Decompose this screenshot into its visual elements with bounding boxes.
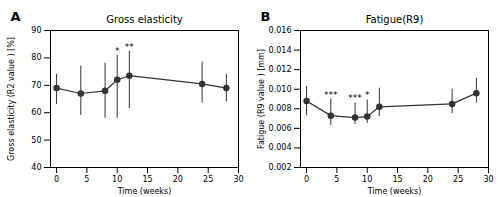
svg-text:25: 25 [203,175,213,184]
svg-text:Time (weeks): Time (weeks) [367,187,422,196]
svg-text:20: 20 [173,175,183,184]
svg-text:**: ** [125,42,135,52]
svg-text:30: 30 [483,175,493,184]
svg-text:0.016: 0.016 [269,26,292,35]
svg-text:30: 30 [233,175,243,184]
svg-text:15: 15 [142,175,152,184]
svg-text:60: 60 [31,108,41,117]
svg-text:5: 5 [334,175,339,184]
svg-text:A: A [11,9,21,24]
svg-text:Gross elasticity: Gross elasticity [106,14,183,25]
svg-text:0.008: 0.008 [269,104,292,113]
svg-text:40: 40 [31,163,41,172]
svg-text:90: 90 [31,26,41,35]
svg-text:0: 0 [54,175,59,184]
svg-text:25: 25 [453,175,463,184]
svg-text:0.004: 0.004 [269,143,292,152]
svg-text:*: * [115,46,120,56]
svg-text:Gross elasticity (R2 value ) [: Gross elasticity (R2 value ) [%] [7,37,16,161]
svg-text:Fatigue (R9 value ) [mm]: Fatigue (R9 value ) [mm] [257,49,266,149]
svg-text:10: 10 [112,175,122,184]
svg-text:80: 80 [31,53,41,62]
svg-text:5: 5 [84,175,89,184]
svg-text:B: B [261,9,271,24]
svg-text:20: 20 [423,175,433,184]
svg-text:0.012: 0.012 [269,65,292,74]
svg-text:Fatigue(R9): Fatigue(R9) [366,14,424,25]
svg-text:0.010: 0.010 [269,85,292,94]
svg-text:70: 70 [31,81,41,90]
svg-text:***: *** [348,93,362,103]
svg-text:10: 10 [362,175,372,184]
svg-text:Time (weeks): Time (weeks) [117,187,172,196]
svg-text:50: 50 [31,136,41,145]
svg-text:0.006: 0.006 [269,124,292,133]
svg-text:0: 0 [304,175,309,184]
svg-text:0.014: 0.014 [269,46,292,55]
svg-text:0.002: 0.002 [269,163,292,172]
svg-text:***: *** [324,90,338,100]
svg-text:15: 15 [392,175,402,184]
svg-text:*: * [365,90,370,100]
